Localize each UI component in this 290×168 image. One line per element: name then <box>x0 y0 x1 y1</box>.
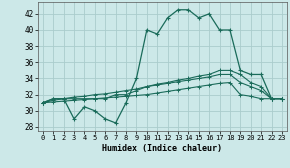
X-axis label: Humidex (Indice chaleur): Humidex (Indice chaleur) <box>102 144 222 153</box>
